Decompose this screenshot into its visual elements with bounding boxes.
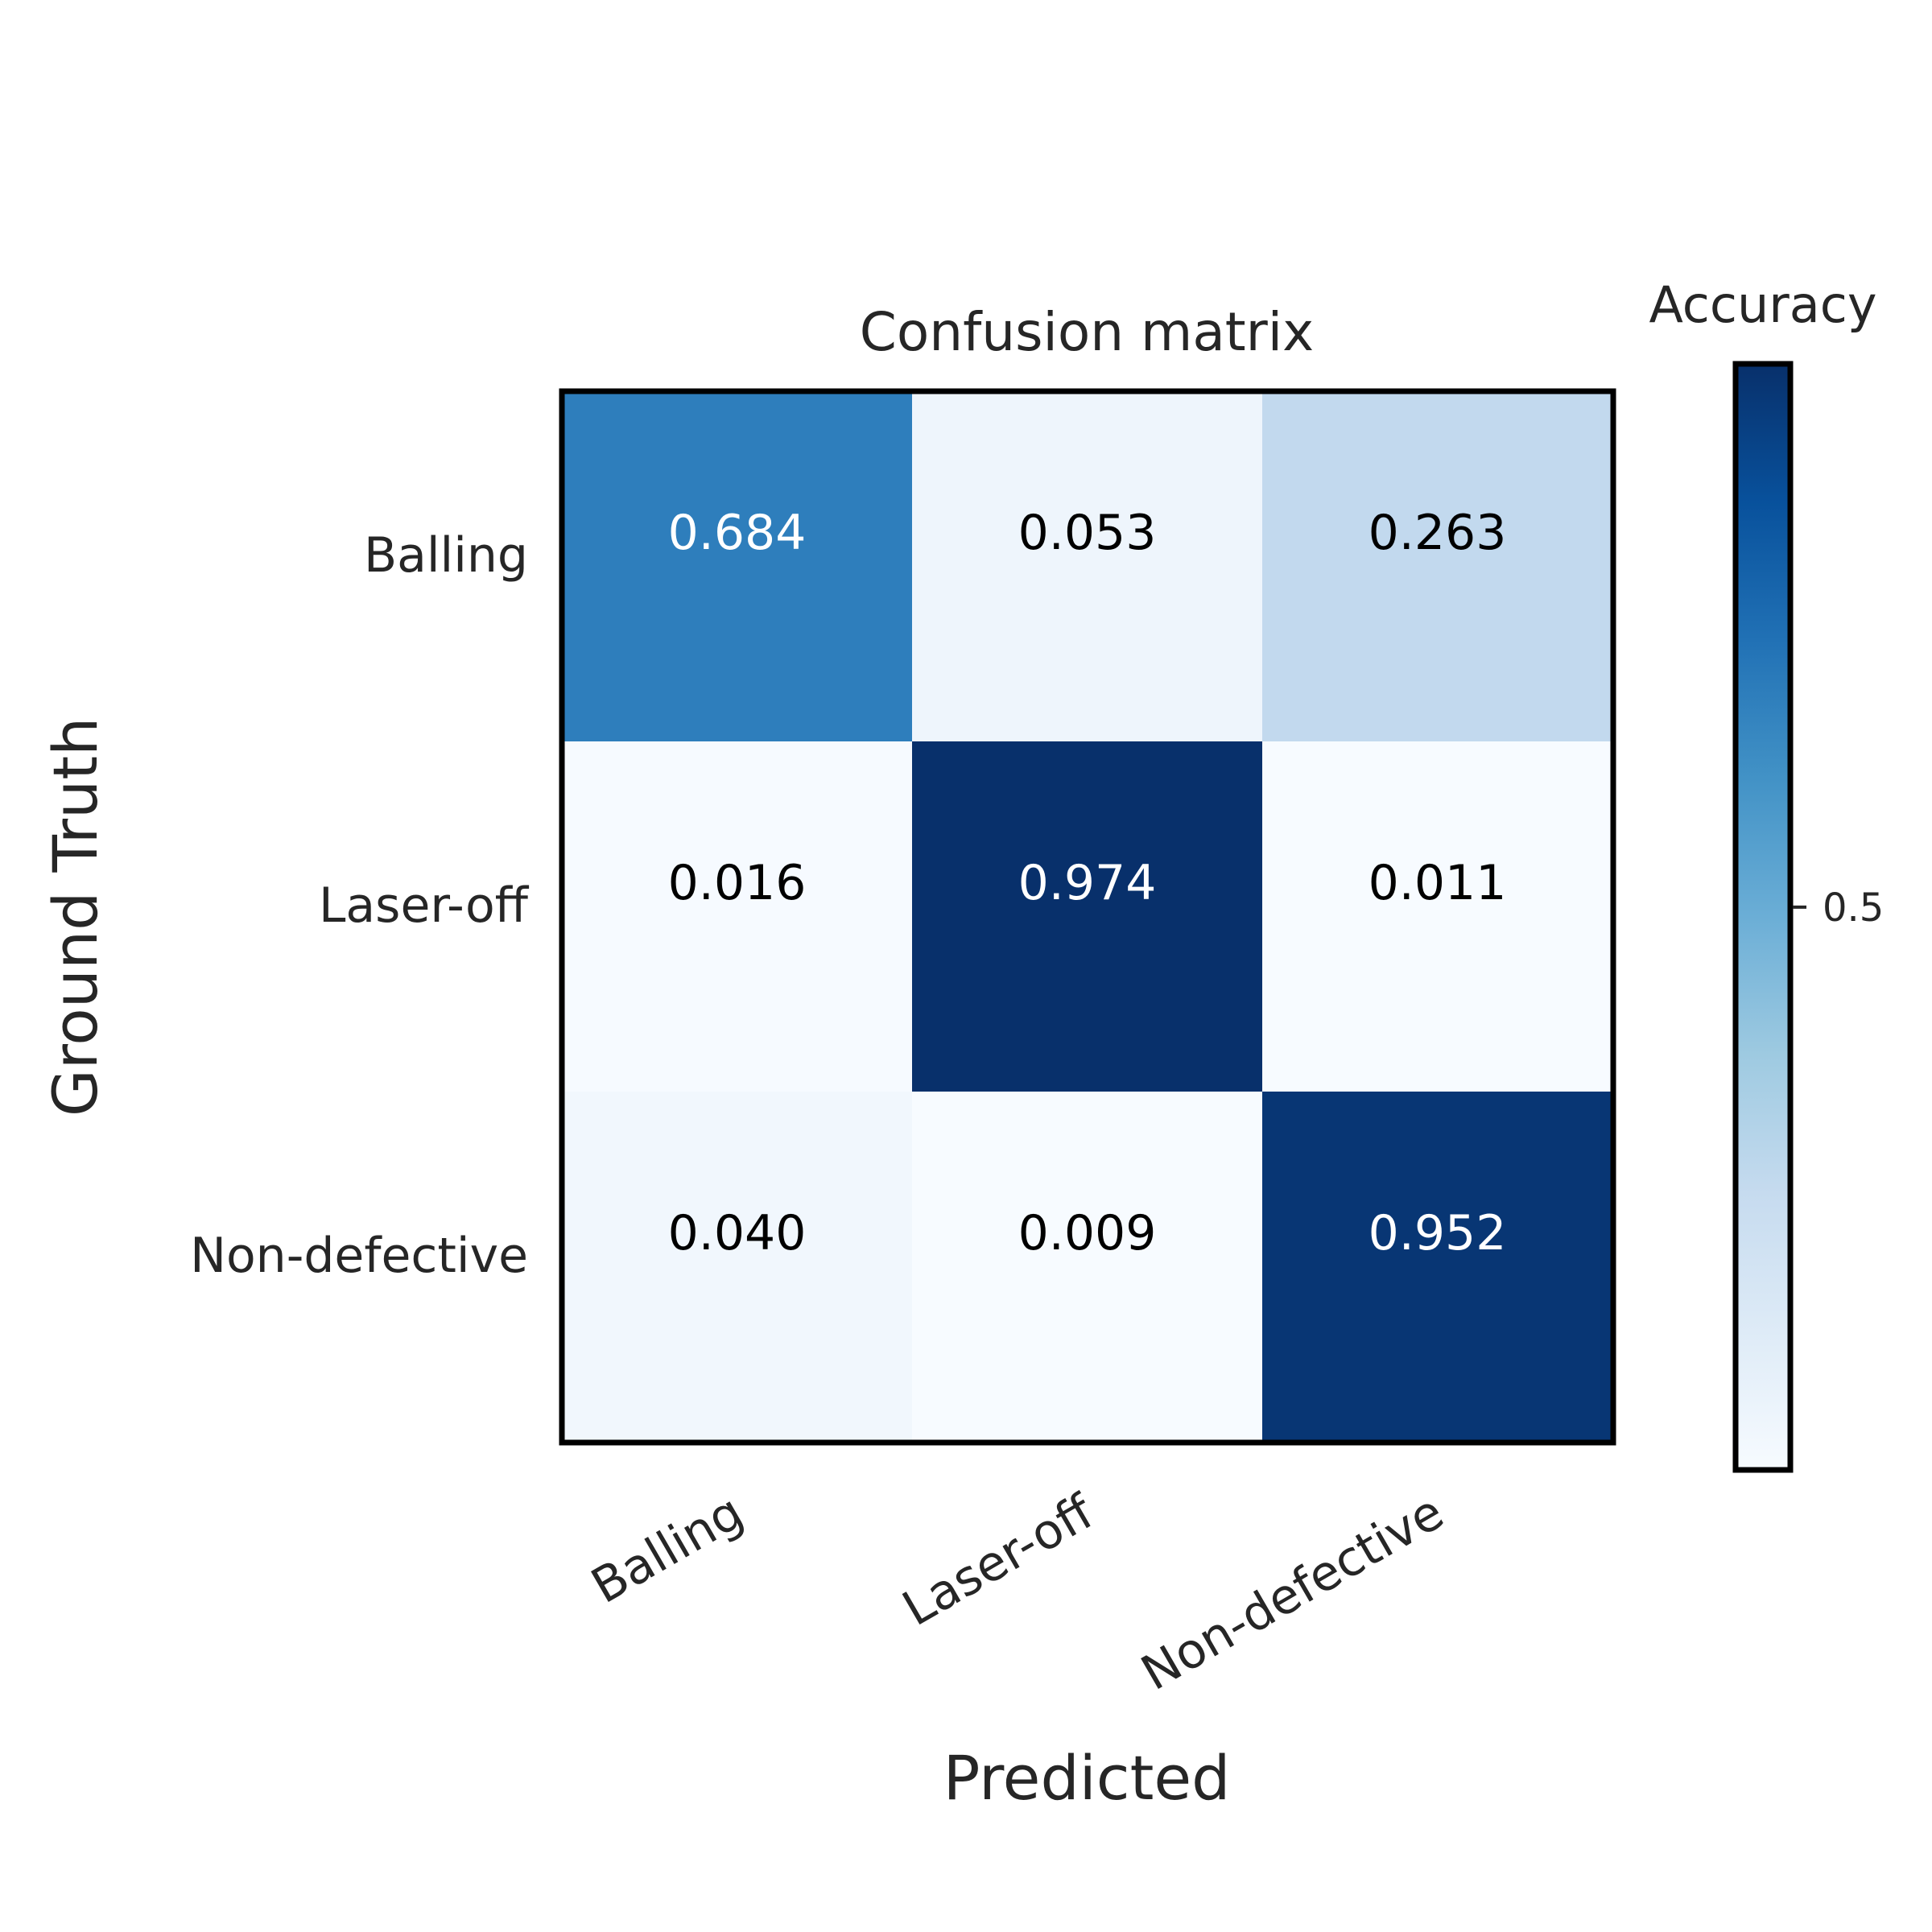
heatmap-cell-r1-c1 [912, 741, 1263, 1092]
heatmap-cell-r1-c2 [1262, 741, 1613, 1092]
heatmap-cell-r0-c0 [562, 391, 913, 742]
heatmap-cell-r2-c0 [562, 1092, 913, 1443]
x-tick-label-1: Laser-off [894, 1484, 1104, 1637]
heatmap-cell-r2-c1 [912, 1092, 1263, 1443]
matrix-frame [559, 388, 1616, 1446]
x-tick-labels: Balling Laser-off Non-defective [582, 1484, 1453, 1702]
heatmap-cell-r2-c2 [1262, 1092, 1613, 1443]
y-tick-label-0: Balling [364, 527, 528, 584]
y-axis-title: Ground Truth [39, 717, 111, 1117]
cell-value-r1-c0: 0.016 [668, 855, 807, 911]
y-tick-labels: Balling Laser-off Non-defective [190, 527, 530, 1284]
cell-value-r2-c1: 0.009 [1018, 1205, 1157, 1261]
x-axis-title: Predicted [943, 1742, 1231, 1814]
colorbar-ticks: 0.5 [1793, 886, 1884, 931]
x-tick-label-0: Balling [582, 1484, 753, 1615]
cell-value-r1-c1: 0.974 [1018, 855, 1157, 911]
cell-value-r0-c0: 0.684 [668, 505, 807, 561]
heatmap-cell-r0-c1 [912, 391, 1263, 742]
heatmap-cells [562, 391, 1613, 1443]
x-tick-label-2: Non-defective [1132, 1484, 1453, 1702]
chart-title: Confusion matrix [860, 301, 1314, 363]
colorbar-title: Accuracy [1649, 275, 1876, 334]
cell-value-r2-c2: 0.952 [1368, 1205, 1507, 1261]
heatmap-cell-r1-c0 [562, 741, 913, 1092]
cell-value-r1-c2: 0.011 [1368, 855, 1507, 911]
cell-value-r2-c0: 0.040 [668, 1205, 807, 1261]
cell-value-r0-c2: 0.263 [1368, 505, 1507, 561]
colorbar [1736, 364, 1790, 1470]
cell-value-r0-c1: 0.053 [1018, 505, 1157, 561]
colorbar-frame [1732, 361, 1794, 1473]
heatmap-cell-r0-c2 [1262, 391, 1613, 742]
y-tick-label-1: Laser-off [319, 877, 530, 934]
heatmap-cell-labels: 0.684 0.053 0.263 0.016 0.974 0.011 0.040 0.009… [668, 505, 1507, 1261]
y-tick-label-2: Non-defective [190, 1228, 528, 1284]
colorbar-tick-label-0: 0.5 [1823, 886, 1884, 931]
